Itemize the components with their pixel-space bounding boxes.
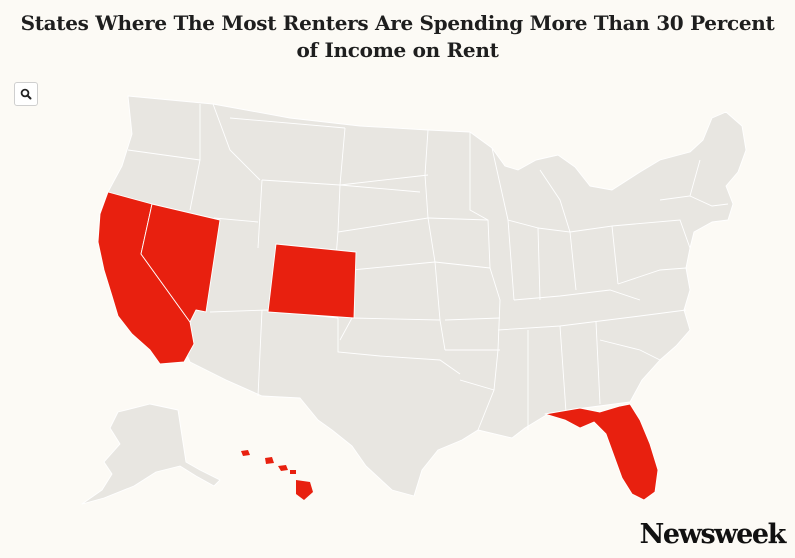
lower-48-states [97,95,747,501]
map-title: States Where The Most Renters Are Spendi… [20,11,775,62]
state-nevada[interactable] [140,203,221,323]
search-button[interactable] [14,82,38,106]
state-florida[interactable] [544,403,659,501]
state-hawaii[interactable] [241,450,313,500]
search-icon [20,88,32,100]
newsweek-logo: Newsweek [639,519,787,550]
state-colorado[interactable] [267,243,357,319]
state-alaska[interactable] [81,403,221,505]
